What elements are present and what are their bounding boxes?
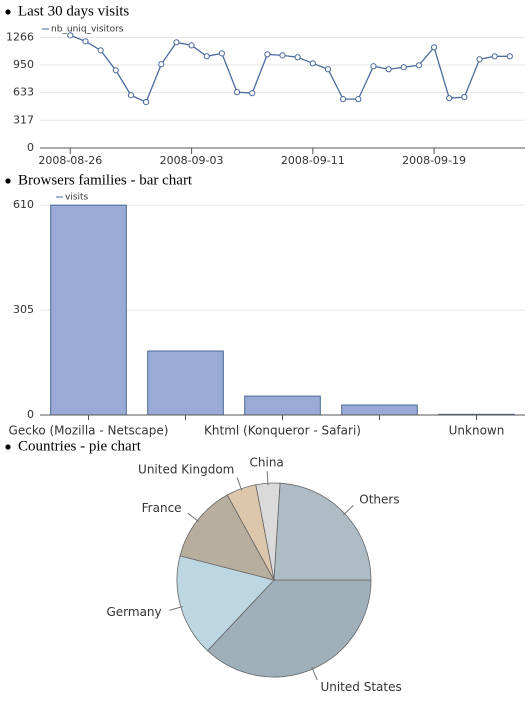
leader-line: [266, 471, 269, 486]
legend-label: visits: [65, 193, 89, 203]
bar: [50, 204, 127, 416]
data-point: [324, 66, 332, 73]
series-line: [70, 34, 510, 103]
data-point: [264, 51, 271, 58]
leader-line: [169, 606, 183, 611]
data-point: [309, 60, 316, 67]
y-tick-label: 0: [27, 408, 34, 421]
y-tick-label: 317: [13, 113, 34, 126]
bar: [341, 404, 418, 416]
data-point: [385, 66, 392, 73]
bar: [244, 395, 321, 416]
leader-line: [236, 477, 243, 491]
chart-title: Last 30 days visits: [18, 3, 129, 19]
x-tick-label: 2008-09-03: [160, 154, 224, 167]
data-point: [506, 53, 513, 60]
data-point: [279, 52, 286, 59]
data-point: [430, 44, 438, 51]
data-point: [188, 42, 195, 49]
chart-title: Countries - pie chart: [18, 438, 142, 454]
bullet: [5, 9, 11, 15]
x-tick-label: Khtml (Konqueror - Safari): [204, 424, 361, 438]
data-point: [82, 38, 89, 45]
data-point: [415, 62, 423, 69]
slice-label: Germany: [106, 605, 161, 619]
data-point: [203, 53, 210, 60]
data-point: [340, 96, 347, 103]
leader-line: [187, 512, 200, 523]
slice-label: Others: [359, 492, 399, 506]
bullet: [5, 444, 11, 450]
slice-label: France: [142, 501, 182, 515]
data-point: [142, 99, 150, 106]
y-tick-label: 1266: [6, 30, 34, 43]
y-tick-label: 610: [13, 198, 34, 211]
x-tick-label: Gecko (Mozilla - Netscape): [9, 424, 169, 438]
y-tick-label: 305: [13, 303, 34, 316]
data-point: [67, 32, 74, 39]
data-point: [173, 39, 180, 46]
data-point: [491, 53, 498, 60]
data-point: [355, 96, 362, 103]
bullet: [5, 178, 11, 184]
data-point: [294, 54, 301, 61]
slice-label: United States: [320, 680, 401, 694]
leader-line: [342, 505, 354, 516]
data-point: [218, 50, 225, 57]
data-point: [233, 89, 241, 96]
bar: [147, 350, 224, 416]
data-point: [461, 94, 468, 101]
y-tick-label: 950: [13, 58, 34, 71]
data-point: [370, 63, 377, 70]
data-point: [249, 90, 256, 97]
x-tick-label: Unknown: [449, 424, 505, 438]
data-point: [127, 92, 135, 99]
x-tick-label: 2008-09-11: [281, 154, 345, 167]
x-tick-label: 2008-08-26: [38, 154, 102, 167]
data-point: [158, 61, 165, 68]
y-tick-label: 0: [27, 141, 34, 154]
data-point: [400, 64, 407, 71]
slice-label: United Kingdom: [138, 462, 234, 476]
leader-line: [311, 666, 318, 681]
chart-title: Browsers families - bar chart: [18, 172, 193, 188]
slice-label: China: [250, 456, 284, 470]
data-point: [476, 56, 483, 63]
x-tick-label: 2008-09-19: [402, 154, 466, 167]
y-tick-label: 633: [13, 86, 34, 99]
legend-label: nb_uniq_visitors: [51, 25, 124, 35]
data-point: [446, 95, 453, 102]
data-point: [97, 47, 104, 54]
pie-slice: [273, 482, 372, 581]
data-point: [112, 67, 119, 74]
